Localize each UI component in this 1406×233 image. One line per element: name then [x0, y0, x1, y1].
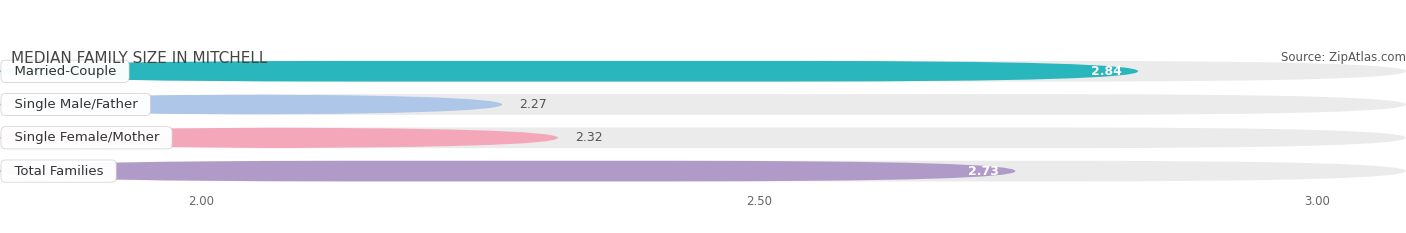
Text: 2.32: 2.32	[575, 131, 602, 144]
Text: Single Male/Father: Single Male/Father	[6, 98, 146, 111]
Text: 2.73: 2.73	[967, 164, 998, 178]
Text: Total Families: Total Families	[6, 164, 111, 178]
FancyBboxPatch shape	[0, 61, 1406, 82]
Text: MEDIAN FAMILY SIZE IN MITCHELL: MEDIAN FAMILY SIZE IN MITCHELL	[11, 51, 267, 66]
FancyBboxPatch shape	[0, 94, 502, 115]
Text: Married-Couple: Married-Couple	[6, 65, 125, 78]
Text: Single Female/Mother: Single Female/Mother	[6, 131, 167, 144]
FancyBboxPatch shape	[0, 127, 558, 148]
Text: 2.84: 2.84	[1091, 65, 1122, 78]
Text: Source: ZipAtlas.com: Source: ZipAtlas.com	[1281, 51, 1406, 64]
FancyBboxPatch shape	[0, 61, 1139, 82]
FancyBboxPatch shape	[0, 161, 1015, 182]
FancyBboxPatch shape	[0, 161, 1406, 182]
Text: 2.27: 2.27	[519, 98, 547, 111]
FancyBboxPatch shape	[0, 127, 1406, 148]
FancyBboxPatch shape	[0, 94, 1406, 115]
